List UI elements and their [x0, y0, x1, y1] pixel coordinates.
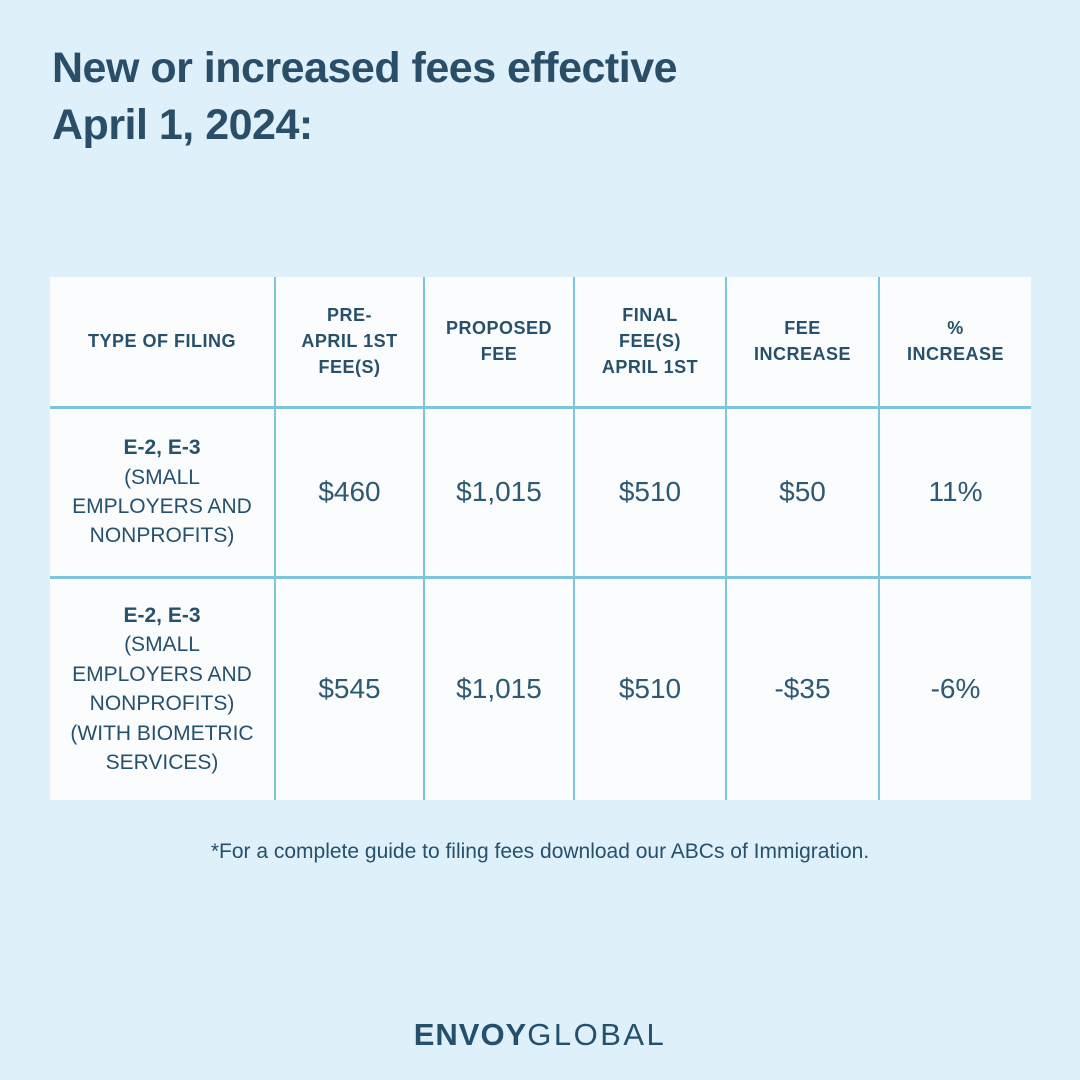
- col-header-proposed-fee: PROPOSED FEE: [423, 276, 575, 408]
- cell-final-fee: $510: [573, 575, 727, 801]
- fees-table: TYPE OF FILING PRE- APRIL 1ST FEE(S) PRO…: [49, 276, 1032, 801]
- logo-envoy-text: ENVOY: [413, 1017, 528, 1052]
- cell-percent-increase: -6%: [878, 575, 1032, 801]
- col-header-percent-increase: % INCREASE: [878, 276, 1032, 408]
- cell-proposed-fee: $1,015: [423, 575, 575, 801]
- cell-filing-type: E-2, E-3 (SMALL EMPLOYERS AND NONPROFITS…: [49, 575, 276, 801]
- table-row-e2-e3-biometric: E-2, E-3 (SMALL EMPLOYERS AND NONPROFITS…: [49, 575, 1032, 801]
- cell-fee-increase: $50: [725, 405, 880, 578]
- page-title: New or increased fees effective April 1,…: [52, 44, 678, 150]
- col-header-pre-april-fee: PRE- APRIL 1ST FEE(S): [274, 276, 425, 408]
- col-header-fee-increase: FEE INCREASE: [725, 276, 880, 408]
- header-row: TYPE OF FILING PRE- APRIL 1ST FEE(S) PRO…: [49, 276, 1032, 408]
- cell-fee-increase: -$35: [725, 575, 880, 801]
- cell-percent-increase: 11%: [878, 405, 1032, 578]
- filing-type-detail: (SMALL EMPLOYERS AND NONPROFITS) (WITH B…: [70, 633, 254, 775]
- filing-type-name: E-2, E-3: [123, 436, 201, 460]
- cell-proposed-fee: $1,015: [423, 405, 575, 578]
- footnote: *For a complete guide to filing fees dow…: [210, 840, 870, 863]
- cell-final-fee: $510: [573, 405, 727, 578]
- cell-filing-type: E-2, E-3 (SMALL EMPLOYERS AND NONPROFITS…: [49, 405, 276, 578]
- envoy-global-logo: ENVOYGLOBAL: [0, 1016, 1080, 1053]
- col-header-final-fee: FINAL FEE(S) APRIL 1ST: [573, 276, 727, 408]
- fees-table-header: TYPE OF FILING PRE- APRIL 1ST FEE(S) PRO…: [49, 276, 1032, 408]
- cell-pre-april-fee: $460: [274, 405, 425, 578]
- table-row-e2-e3: E-2, E-3 (SMALL EMPLOYERS AND NONPROFITS…: [49, 405, 1032, 578]
- filing-type-name: E-2, E-3: [123, 604, 201, 628]
- col-header-type-of-filing: TYPE OF FILING: [49, 276, 276, 408]
- fees-table-body: E-2, E-3 (SMALL EMPLOYERS AND NONPROFITS…: [49, 405, 1032, 801]
- filing-type-detail: (SMALL EMPLOYERS AND NONPROFITS): [72, 465, 252, 548]
- logo-global-text: GLOBAL: [527, 1017, 667, 1052]
- cell-pre-april-fee: $545: [274, 575, 425, 801]
